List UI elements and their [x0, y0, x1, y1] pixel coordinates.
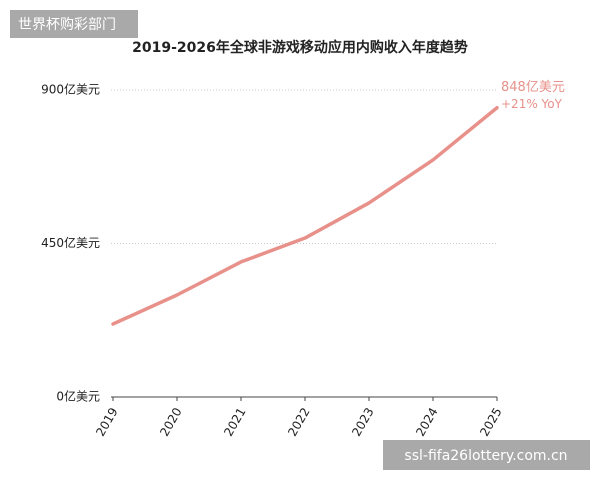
- y-tick-label: 450亿美元: [41, 235, 100, 250]
- line: [111, 105, 499, 326]
- annotation: 848亿美元: [501, 80, 565, 95]
- watermark-box: [383, 440, 590, 470]
- watermark: 世界杯购彩部门: [18, 17, 116, 33]
- y-tick-label: 900亿美元: [41, 82, 100, 97]
- chart-title: 2019-2026年全球非游戏移动应用内购收入年度趋势: [132, 39, 468, 56]
- annotation: +21% YoY: [501, 97, 563, 111]
- watermark-box: [10, 10, 138, 38]
- watermark: ssl-fifa26lottery.com.cn: [404, 448, 567, 464]
- y-tick-label: 0亿美元: [56, 389, 100, 404]
